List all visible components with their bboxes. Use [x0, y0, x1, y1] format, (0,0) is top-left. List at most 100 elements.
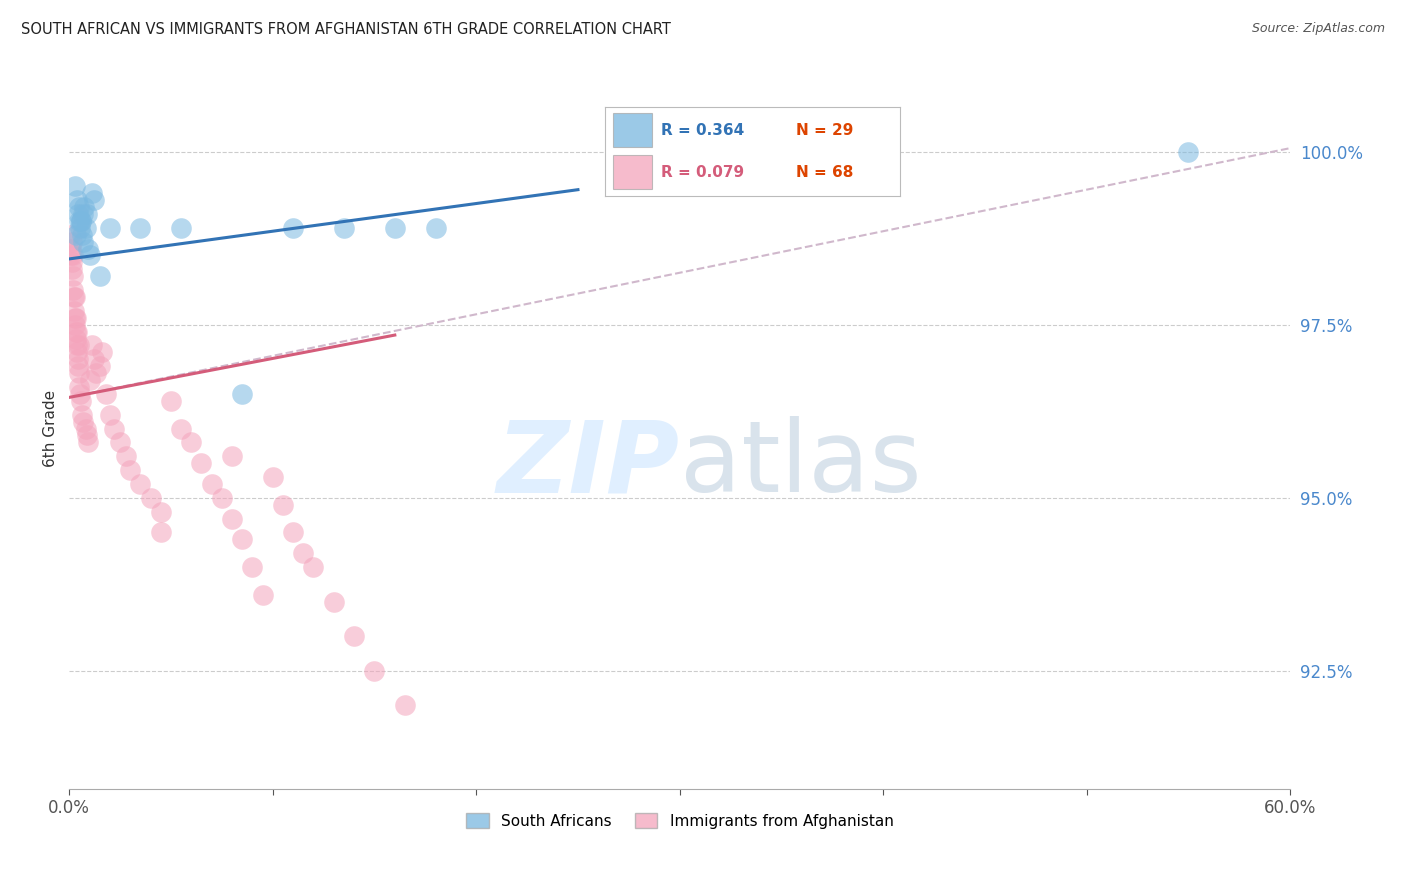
Point — [65, 318, 87, 332]
Text: N = 29: N = 29 — [796, 123, 853, 137]
Point — [363, 664, 385, 678]
Point — [60, 242, 83, 256]
Point — [271, 498, 294, 512]
Point — [67, 338, 90, 352]
Point — [281, 220, 304, 235]
Point — [66, 345, 89, 359]
Point — [149, 525, 172, 540]
Bar — [613, 113, 652, 147]
Point — [76, 428, 98, 442]
Text: ZIP: ZIP — [496, 416, 679, 513]
Point — [89, 359, 111, 374]
Point — [67, 200, 90, 214]
Point — [72, 235, 94, 249]
Point — [252, 588, 274, 602]
Point — [94, 387, 117, 401]
Point — [60, 262, 83, 277]
Point — [72, 227, 94, 242]
Text: SOUTH AFRICAN VS IMMIGRANTS FROM AFGHANISTAN 6TH GRADE CORRELATION CHART: SOUTH AFRICAN VS IMMIGRANTS FROM AFGHANI… — [21, 22, 671, 37]
Legend: South Africans, Immigrants from Afghanistan: South Africans, Immigrants from Afghanis… — [460, 806, 900, 835]
Point — [62, 248, 84, 262]
Point — [83, 352, 105, 367]
Point — [394, 698, 416, 713]
Point — [65, 179, 87, 194]
Text: N = 68: N = 68 — [796, 165, 853, 179]
Point — [62, 269, 84, 284]
Point — [59, 227, 82, 242]
Point — [384, 220, 406, 235]
Y-axis label: 6th Grade: 6th Grade — [44, 390, 58, 467]
Point — [221, 449, 243, 463]
Point — [76, 207, 98, 221]
Point — [160, 393, 183, 408]
Text: atlas: atlas — [679, 416, 921, 513]
Point — [201, 476, 224, 491]
Point — [67, 366, 90, 380]
Point — [70, 393, 93, 408]
Point — [62, 290, 84, 304]
Bar — [613, 155, 652, 189]
Point — [80, 338, 103, 352]
Point — [343, 629, 366, 643]
Point — [322, 594, 344, 608]
Text: R = 0.364: R = 0.364 — [661, 123, 744, 137]
Point — [211, 491, 233, 505]
Point — [76, 435, 98, 450]
Point — [89, 269, 111, 284]
Point — [120, 463, 142, 477]
Point — [66, 338, 89, 352]
Point — [240, 560, 263, 574]
Point — [1177, 145, 1199, 159]
Point — [72, 207, 94, 221]
Point — [65, 227, 87, 242]
Point — [333, 220, 356, 235]
Point — [281, 525, 304, 540]
Point — [60, 255, 83, 269]
Point — [170, 421, 193, 435]
Point — [149, 505, 172, 519]
Point — [66, 325, 89, 339]
Point — [108, 435, 131, 450]
Point — [84, 366, 107, 380]
Point — [75, 421, 97, 435]
Point — [292, 546, 315, 560]
Point — [180, 435, 202, 450]
Point — [79, 373, 101, 387]
Point — [59, 248, 82, 262]
Point — [103, 421, 125, 435]
Point — [302, 560, 325, 574]
Point — [72, 415, 94, 429]
Point — [262, 470, 284, 484]
Point — [65, 325, 87, 339]
Point — [129, 220, 152, 235]
Point — [170, 220, 193, 235]
Point — [63, 303, 86, 318]
Point — [79, 248, 101, 262]
Point — [65, 310, 87, 325]
Point — [69, 220, 91, 235]
Text: R = 0.079: R = 0.079 — [661, 165, 744, 179]
Point — [76, 242, 98, 256]
Text: Source: ZipAtlas.com: Source: ZipAtlas.com — [1251, 22, 1385, 36]
Point — [98, 220, 121, 235]
Point — [65, 332, 87, 346]
Point — [65, 290, 87, 304]
Point — [75, 220, 97, 235]
Point — [231, 387, 253, 401]
Point — [80, 186, 103, 201]
Point — [63, 310, 86, 325]
Point — [221, 511, 243, 525]
Point — [83, 193, 105, 207]
Point — [129, 476, 152, 491]
Point — [69, 387, 91, 401]
Point — [62, 283, 84, 297]
Point — [70, 214, 93, 228]
Point — [66, 352, 89, 367]
Point — [231, 533, 253, 547]
Point — [66, 193, 89, 207]
Point — [72, 408, 94, 422]
Point — [115, 449, 138, 463]
Point — [70, 214, 93, 228]
Point — [67, 214, 90, 228]
Point — [190, 456, 212, 470]
